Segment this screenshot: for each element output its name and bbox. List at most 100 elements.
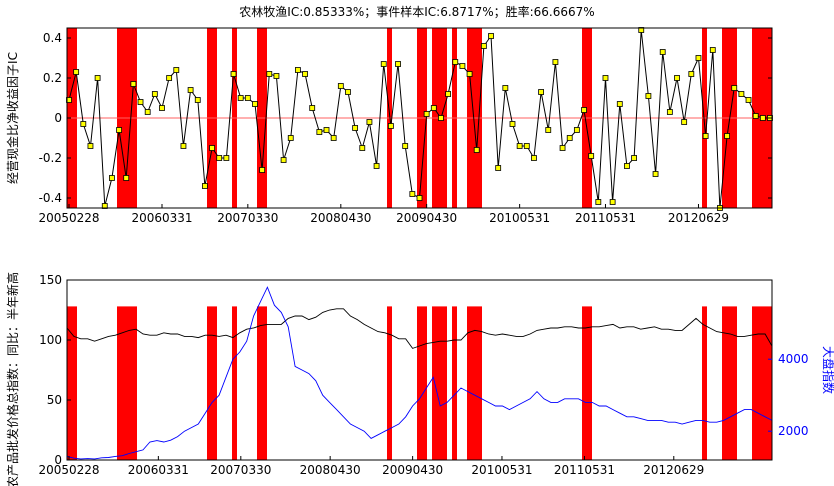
chart2-band [752,306,772,460]
chart1-point [237,95,244,101]
chart1-point [166,75,173,81]
chart1-x-tick-label: 20060331 [131,211,192,225]
chart2-x-tick-label: 20090430 [382,463,443,477]
chart2-x-tick-label: 20110531 [554,463,615,477]
chart1-point [731,85,738,91]
chart1-x-tick-label: 20070330 [217,211,278,225]
chart1-y-axis-label: 经营现金比净收益因子IC [5,52,20,184]
chart1-point [387,123,394,129]
chart1-point [130,81,137,87]
chart1-point [94,75,101,81]
chart1-y-tick-label: -0.4 [39,191,62,205]
chart1-point [624,163,630,169]
chart1-x-tick-label: 20050228 [38,211,99,225]
chart2-band [207,306,217,460]
chart1-point [259,167,266,173]
chart1-point [616,101,623,107]
chart1-point [273,73,280,79]
chart1-point [416,195,423,201]
chart1-point [509,121,516,127]
chart1-x-tick-label: 20090430 [396,211,457,225]
chart1-point [252,101,258,107]
chart1-point [216,155,223,161]
chart1-point [745,97,752,103]
chart1-point [573,127,580,133]
chart2-band [67,306,77,460]
chart1-point [359,145,366,151]
chart1-title: 农林牧渔IC:0.85333%；事件样本IC:6.8717%；胜率:66.666… [239,4,594,19]
chart2-highlight-bands [67,306,772,460]
chart1-point [109,175,115,181]
chart1-point [488,33,494,39]
chart1-point [709,47,716,53]
chart1-y-tick-label: -0.2 [39,151,62,165]
chart1-point [409,191,416,197]
chart1-point [80,121,87,127]
chart1-x-tick-label: 20110531 [575,211,636,225]
chart1-point [337,83,344,89]
chart1-point [309,105,316,111]
chart1-point [588,153,595,159]
chart2-x-tick-label: 20060331 [128,463,189,477]
chart1-y-tick-label: 0.2 [43,71,62,85]
chart2-right-y-tick-label: 2000 [778,424,809,438]
chart2-y-tick-label: 0 [54,453,62,467]
chart1-point [695,55,702,61]
chart2-x-tick-label: 20070330 [210,463,271,477]
chart1-point [202,183,208,189]
chart2-y-tick-label: 50 [47,393,62,407]
chart1-point [473,147,480,153]
chart1-point [209,145,215,151]
chart1-point [545,127,552,133]
chart1-x-tick-label: 20100531 [489,211,550,225]
chart1-point [566,135,573,141]
chart1-point [223,155,230,161]
chart1-point [609,199,616,205]
chart1-point [316,129,323,135]
chart1-point [244,95,251,101]
chart1-x-tick-label: 20080430 [310,211,371,225]
chart2-band [467,306,482,460]
chart2-price-index-line [66,308,773,349]
chart1-y-tick-label: 0.4 [43,31,62,45]
chart1-point [645,93,652,99]
chart2-x-tick-label: 20050228 [38,463,99,477]
chart1-point [159,105,165,111]
chart1-point [352,125,359,131]
chart2-band [232,306,237,460]
chart1-point [466,71,473,77]
chart1-point [452,59,459,65]
chart1-point [602,75,609,81]
chart1-point [681,119,688,125]
chart1-point [87,143,94,149]
chart1-point [345,89,351,95]
chart1-point [666,109,673,115]
chart1-point [531,155,537,161]
chart1-point [752,113,759,119]
chart1-point [280,157,287,163]
chart1-point [123,175,130,181]
chart1-point [724,133,730,139]
chart1-point [402,143,409,149]
chart1-point [674,75,680,81]
chart1-x-tick-label: 20120629 [668,211,729,225]
chart1-point [502,85,509,91]
chart2-series-lines [66,286,773,460]
chart2-y-tick-label: 150 [39,273,62,287]
chart1-point [738,91,745,97]
chart2-x-tick-label: 20120629 [643,463,704,477]
chart1-point [194,97,201,103]
chart1-point [173,67,180,73]
chart1-point [702,133,709,139]
chart1-y-ticks: -0.4 -0.2 0 0.2 0.4 [39,31,772,205]
chart2-band [417,306,427,460]
chart1-point [759,115,766,121]
chart2-right-y-ticks: 2000 4000 [768,352,809,438]
chart1-point [480,43,487,49]
chart1-point [652,171,659,177]
chart1-point [581,107,587,113]
chart1-point [294,67,301,73]
chart1-point [180,143,187,149]
chart1-point [659,49,666,55]
chart1-point [631,155,637,161]
